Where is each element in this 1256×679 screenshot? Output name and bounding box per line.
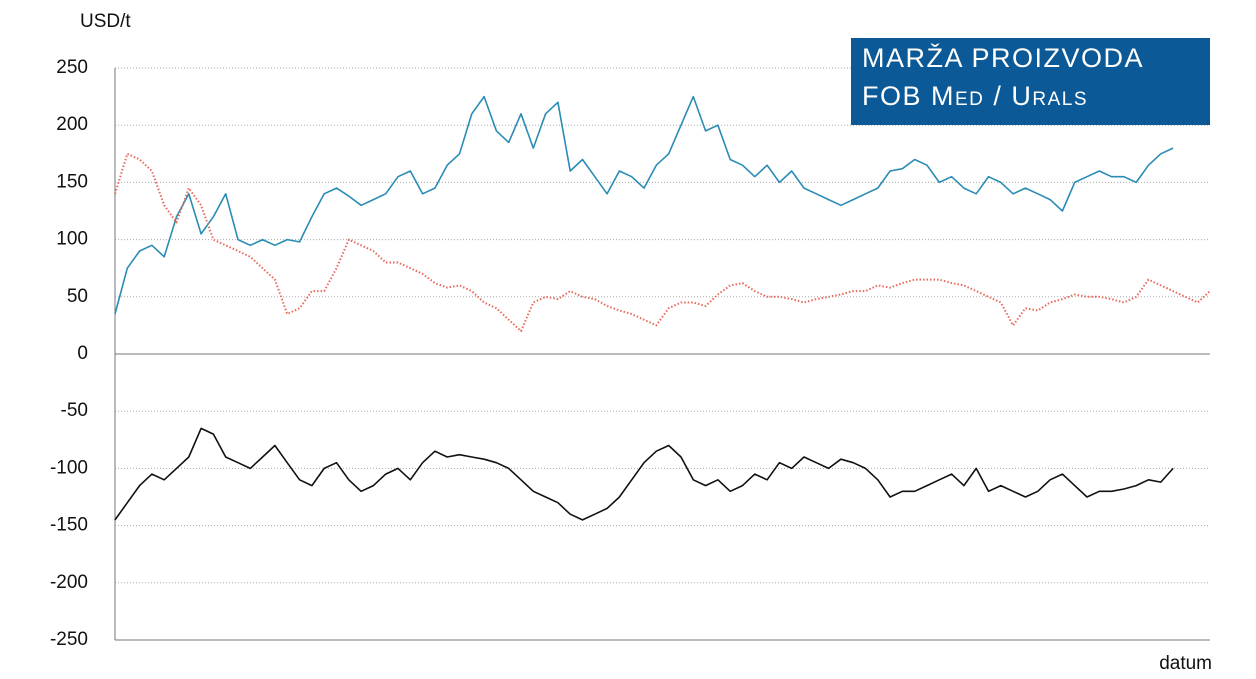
y-axis-label: USD/t [80,11,131,32]
y-tick-label: -50 [61,400,88,421]
series-line [114,152,1211,333]
y-tick-label: 50 [67,286,88,307]
y-tick-label: -200 [50,572,88,593]
x-axis-label: datum [1159,653,1212,674]
title-box [851,38,1210,125]
y-tick-label: 250 [56,57,88,78]
y-tick-label: -100 [50,457,88,478]
series-line [114,95,1174,315]
y-tick-label: 150 [56,171,88,192]
y-tick-label: -250 [50,629,88,650]
chart-title: MARŽA PROIZVODA [862,42,1144,73]
y-tick-label: 100 [56,229,88,250]
y-tick-label: 0 [77,343,88,364]
y-tick-label: 200 [56,114,88,135]
series-line [114,427,1174,521]
chart-title: FOB Med / Urals [862,81,1088,111]
y-tick-label: -150 [50,515,88,536]
